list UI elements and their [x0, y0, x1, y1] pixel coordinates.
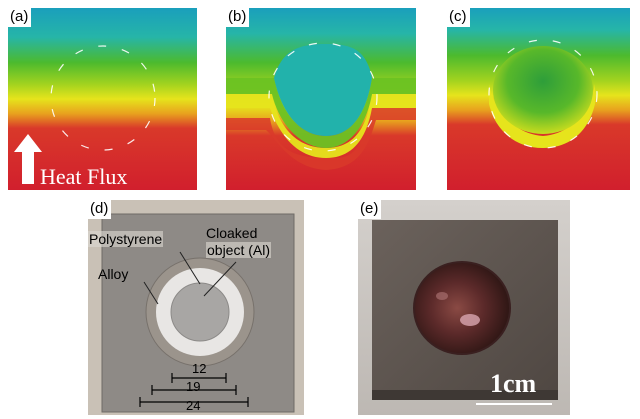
- panel-e-label: (e): [358, 200, 382, 219]
- panel-d-label: (d): [88, 200, 112, 219]
- panel-b-label: (b): [226, 8, 250, 27]
- scale-bar-label: 1cm: [490, 369, 537, 398]
- panel-a-thermal-map: (a) Heat Flux: [8, 8, 197, 190]
- dimension-19: 19: [186, 379, 201, 394]
- panel-e-object-photo: (e) 1cm: [358, 200, 570, 415]
- panel-a-label: (a): [8, 8, 32, 27]
- panel-b-thermal-map: (b): [226, 8, 416, 190]
- label-cloaked-line1: Cloaked: [206, 225, 258, 241]
- panel-d-sample-photo: (d) Polystyrene Cloaked object (Al) Allo…: [88, 200, 304, 415]
- label-polystyrene: Polystyrene: [88, 231, 164, 247]
- heat-flux-caption: Heat Flux: [40, 164, 128, 189]
- panel-c-label: (c): [447, 8, 470, 27]
- label-cloaked-line2: object (Al): [206, 242, 272, 258]
- panel-c-thermal-map: (c): [447, 8, 630, 190]
- dimension-12: 12: [192, 361, 207, 376]
- label-alloy: Alloy: [98, 266, 129, 282]
- dimension-24: 24: [186, 398, 201, 413]
